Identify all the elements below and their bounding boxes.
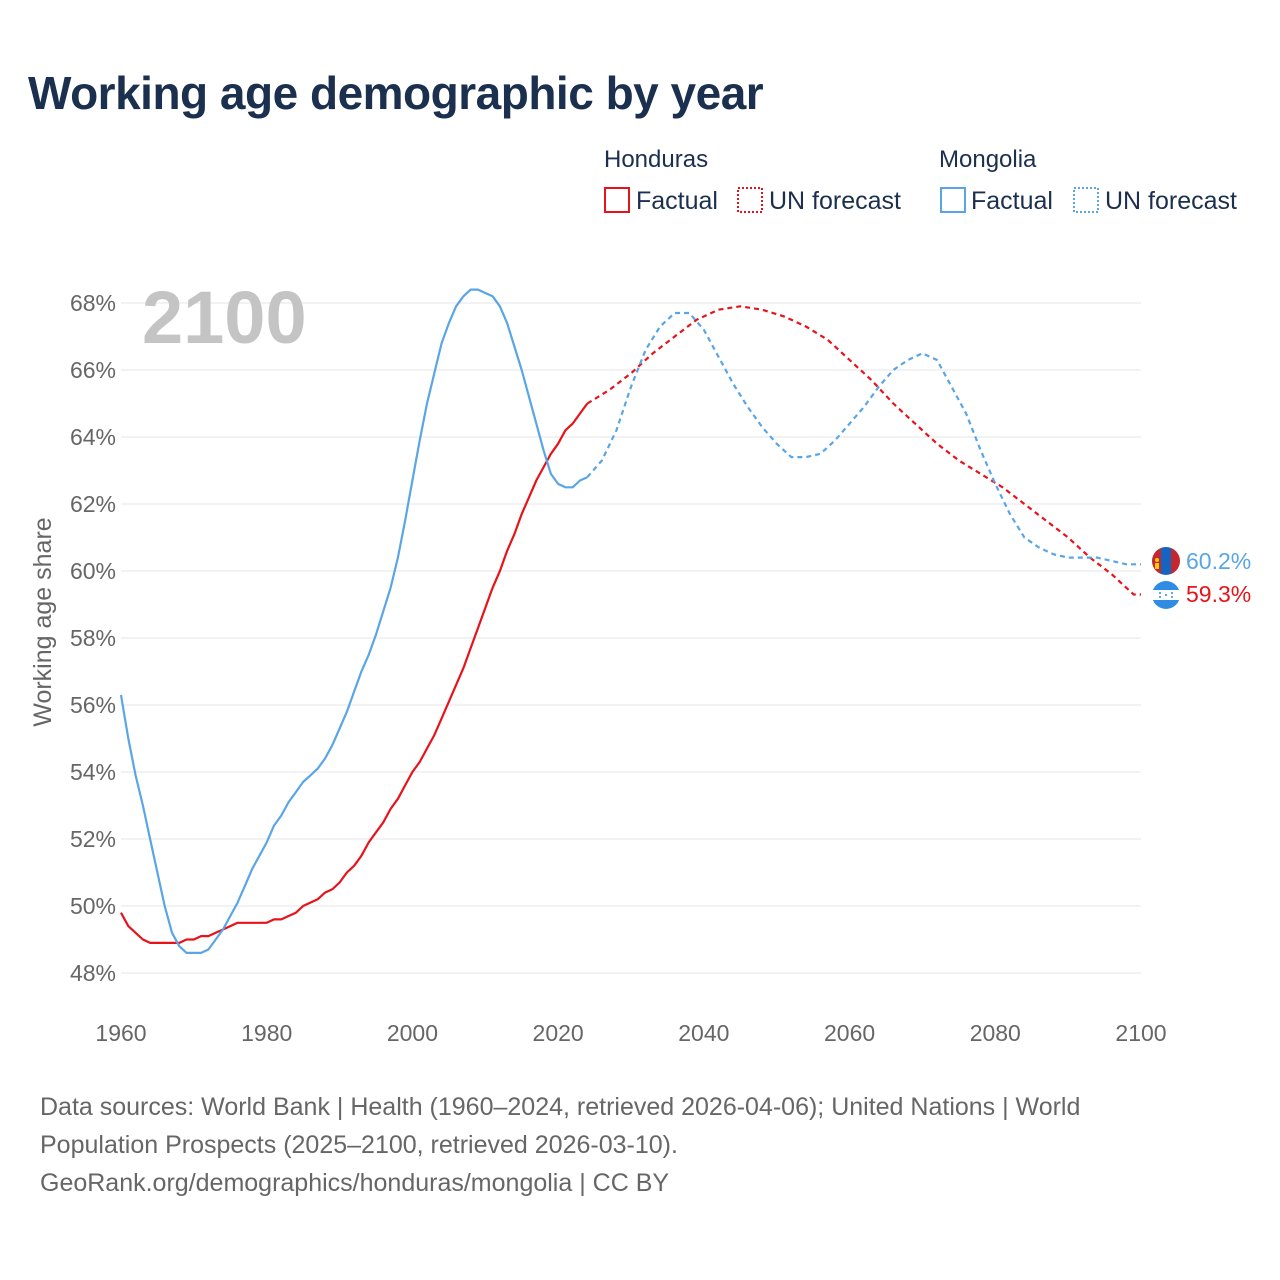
y-tick-label: 52% (70, 826, 116, 852)
honduras-end-value: 59.3% (1186, 581, 1251, 607)
y-tick-label: 64% (70, 424, 116, 450)
y-tick-label: 48% (70, 960, 116, 986)
series-lines (119, 288, 1141, 954)
chart-canvas: Honduras Factual UN forecast Mongolia Fa… (29, 146, 1251, 1046)
y-tick-label: 58% (70, 625, 116, 651)
x-tick-label: 2100 (1115, 1020, 1166, 1046)
y-tick-label: 68% (70, 290, 116, 316)
legend-honduras-factual-swatch[interactable] (604, 187, 630, 213)
y-tick-label: 62% (70, 491, 116, 517)
x-tick-label: 2000 (387, 1020, 438, 1046)
legend-group-mongolia: Mongolia (939, 146, 1037, 173)
series-line-honduras-factual[interactable] (120, 402, 589, 944)
x-tick-label: 2060 (824, 1020, 875, 1046)
mongolia-end-value: 60.2% (1186, 548, 1251, 574)
legend-group-honduras: Honduras (604, 146, 708, 173)
y-axis-ticks: 48% 50% 52% 54% 56% 58% 60% 62% 64% 66% 68% (70, 290, 116, 986)
legend-mongolia-factual-label[interactable]: Factual (971, 187, 1053, 215)
y-tick-label: 54% (70, 759, 116, 785)
x-tick-label: 1980 (241, 1020, 292, 1046)
x-tick-label: 2080 (970, 1020, 1021, 1046)
legend: Honduras Factual UN forecast Mongolia Fa… (604, 146, 1237, 215)
y-axis-title: Working age share (29, 517, 57, 726)
gridlines (121, 302, 1141, 974)
y-tick-label: 66% (70, 357, 116, 383)
sources-line-1: Data sources: World Bank | Health (1960–… (40, 1093, 1081, 1121)
sources-attribution[interactable]: GeoRank.org/demographics/honduras/mongol… (40, 1169, 670, 1197)
legend-mongolia-forecast-label[interactable]: UN forecast (1105, 187, 1237, 215)
y-tick-label: 56% (70, 692, 116, 718)
y-tick-label: 50% (70, 893, 116, 919)
year-watermark: 2100 (142, 276, 307, 359)
legend-honduras-factual-label[interactable]: Factual (636, 187, 718, 215)
honduras-flag-marker[interactable] (1152, 581, 1180, 610)
legend-honduras-forecast-swatch[interactable] (737, 187, 763, 213)
legend-mongolia-factual-swatch[interactable] (940, 187, 966, 213)
x-tick-label: 1960 (95, 1020, 146, 1046)
data-sources: Data sources: World Bank | Health (1960–… (40, 1088, 1220, 1202)
series-line-mongolia-un-forecast[interactable] (586, 311, 1141, 566)
mongolia-flag-marker[interactable] (1152, 547, 1181, 575)
x-tick-label: 2040 (678, 1020, 729, 1046)
sources-line-2: Population Prospects (2025–2100, retriev… (40, 1131, 678, 1159)
y-tick-label: 60% (70, 558, 116, 584)
series-line-mongolia-factual[interactable] (119, 288, 588, 954)
series-line-honduras-un-forecast[interactable] (586, 305, 1141, 596)
legend-mongolia-forecast-swatch[interactable] (1073, 187, 1099, 213)
legend-honduras-forecast-label[interactable]: UN forecast (769, 187, 901, 215)
x-tick-label: 2020 (533, 1020, 584, 1046)
x-axis-ticks: 1960 1980 2000 2020 2040 2060 2080 2100 (95, 1020, 1166, 1046)
chart-title: Working age demographic by year (28, 67, 764, 119)
